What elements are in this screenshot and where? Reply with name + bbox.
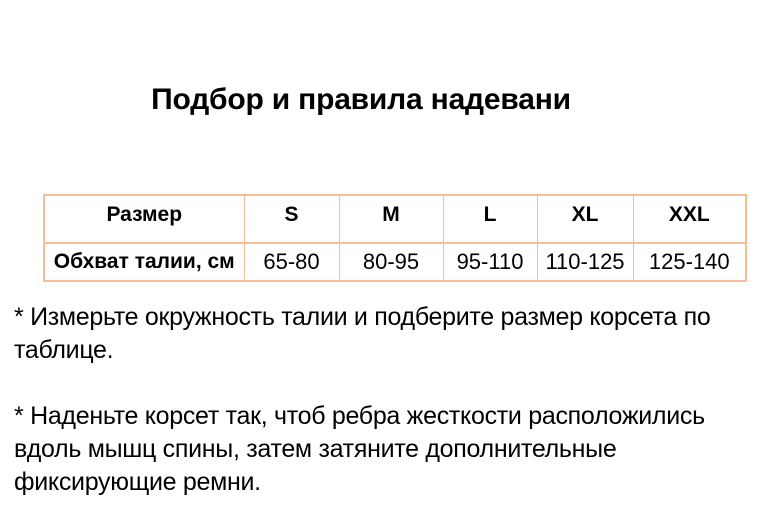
cell-waist-xxl: 125-140	[632, 242, 747, 282]
note-line: фиксирующие ремни.	[14, 468, 261, 496]
header-cell-l: L	[442, 194, 538, 244]
table-row-waist: Обхват талии, см 65-80 80-95 95-110 110-…	[43, 242, 747, 282]
header-cell-size-label: Размер	[43, 194, 245, 244]
note-line: вдоль мышц спины, затем затяните дополни…	[14, 435, 617, 463]
size-table-header-row: Размер S M L XL XXL	[43, 194, 747, 244]
page-title: Подбор и правила надевани	[151, 83, 571, 116]
row-label-waist: Обхват талии, см	[43, 242, 245, 282]
cell-waist-xl: 110-125	[536, 242, 634, 282]
header-cell-xxl: XXL	[632, 194, 747, 244]
header-cell-s: S	[243, 194, 340, 244]
size-table: Размер S M L XL XXL Обхват талии, см 65-…	[43, 194, 747, 282]
note-wear-corset: * Наденьте корсет так, чтоб ребра жестко…	[14, 400, 762, 499]
cell-waist-s: 65-80	[243, 242, 340, 282]
cell-waist-l: 95-110	[442, 242, 538, 282]
note-line: * Измерьте окружность талии и подберите …	[14, 303, 711, 331]
header-cell-xl: XL	[536, 194, 634, 244]
note-line: таблице.	[14, 336, 114, 364]
header-cell-m: M	[338, 194, 444, 244]
notes: * Измерьте окружность талии и подберите …	[14, 301, 762, 499]
note-line: * Наденьте корсет так, чтоб ребра жестко…	[14, 402, 705, 430]
note-measure-waist: * Измерьте окружность талии и подберите …	[14, 301, 762, 367]
cell-waist-m: 80-95	[338, 242, 444, 282]
